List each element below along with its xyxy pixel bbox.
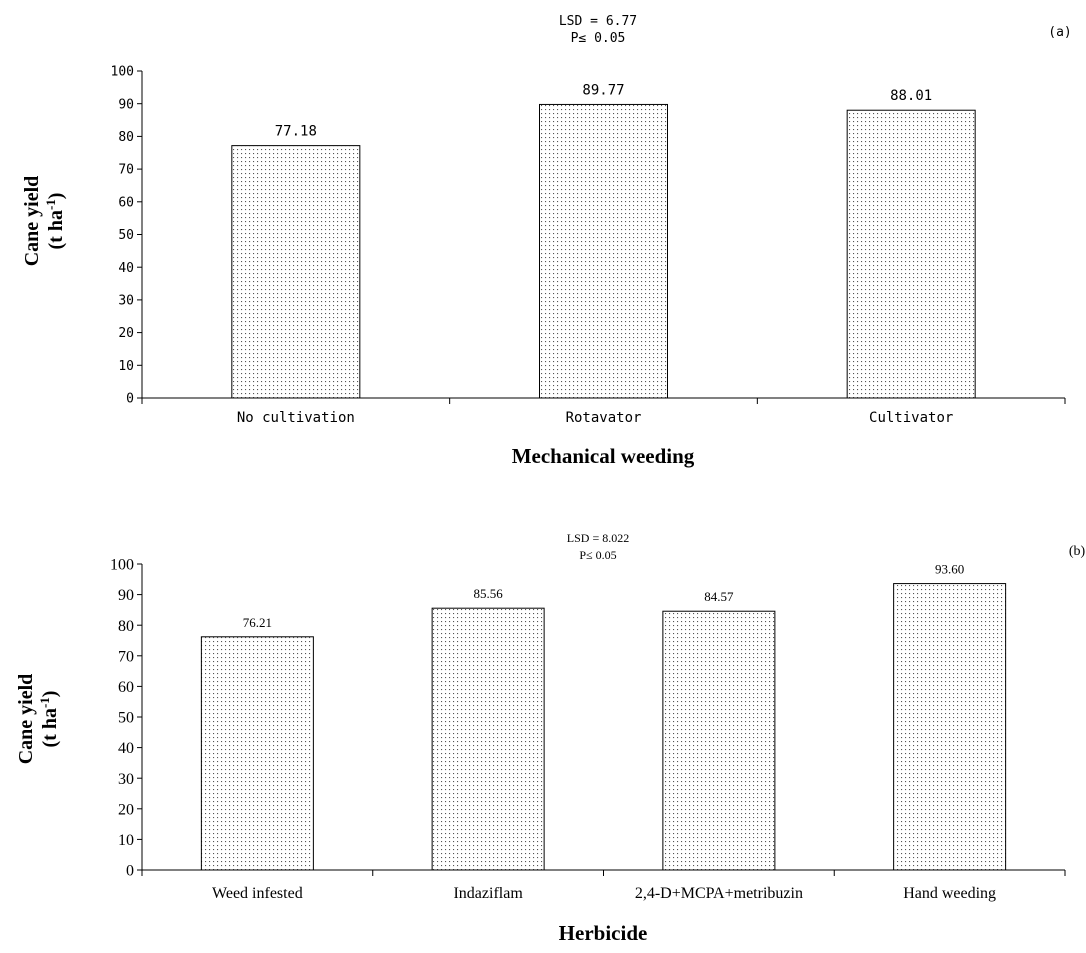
y-tick-label: 70 (118, 648, 134, 665)
x-tick-label: No cultivation (237, 410, 355, 426)
y-tick-label: 80 (118, 130, 134, 145)
bar-weed-infested (200, 636, 314, 871)
data-label: 84.57 (704, 589, 734, 604)
lsd-annotation-line2: P≤ 0.05 (579, 548, 616, 562)
y-unit-sup: -1 (37, 697, 52, 708)
y-unit-pre: (t ha (39, 708, 61, 747)
y-axis-unit: (t ha-1) (37, 691, 62, 748)
x-axis-title: Mechanical weeding (512, 444, 695, 468)
y-tick-label: 100 (111, 65, 134, 80)
y-tick-label: 20 (118, 326, 134, 341)
y-tick-label: 50 (118, 228, 134, 243)
bar-indaziflam (431, 607, 545, 871)
y-tick-label: 10 (118, 359, 134, 374)
lsd-annotation-line2: P≤ 0.05 (571, 31, 626, 46)
y-unit-pre: (t ha (45, 210, 67, 249)
y-tick-label: 80 (118, 618, 134, 635)
bar-cultivator (846, 109, 976, 399)
y-tick-label: 10 (118, 832, 134, 849)
y-tick-label: 20 (118, 801, 134, 818)
y-unit-post: ) (45, 193, 67, 200)
y-axis-title: Cane yield (15, 674, 37, 765)
data-label: 89.77 (582, 82, 624, 98)
y-tick-label: 40 (118, 740, 134, 757)
data-label: 93.60 (935, 562, 964, 577)
bar-hand-weeding (893, 583, 1007, 871)
x-tick-label: 2,4-D+MCPA+metribuzin (635, 885, 803, 902)
y-tick-label: 0 (126, 863, 134, 880)
y-axis-unit: (t ha-1) (43, 193, 68, 250)
x-tick-label: Cultivator (869, 410, 953, 426)
panel-label: (b) (1069, 544, 1086, 559)
y-unit-sup: -1 (43, 199, 58, 210)
bar-2-4-d-mcpa-metribuzin (662, 610, 776, 871)
panel-label: (a) (1048, 25, 1071, 40)
x-tick-label: Rotavator (566, 410, 642, 426)
bar-rotavator (539, 103, 668, 399)
lsd-annotation-line1: LSD = 6.77 (559, 14, 637, 29)
y-tick-label: 30 (118, 293, 134, 308)
x-tick-label: Hand weeding (903, 885, 996, 902)
y-tick-label: 60 (118, 195, 134, 210)
y-tick-label: 90 (118, 97, 134, 112)
y-tick-label: 50 (118, 710, 134, 727)
y-tick-label: 70 (118, 163, 134, 178)
data-label: 76.21 (243, 615, 272, 630)
data-label: 88.01 (890, 88, 932, 104)
x-axis-title: Herbicide (559, 921, 648, 945)
x-tick-label: Weed infested (212, 885, 303, 902)
y-tick-label: 0 (126, 392, 134, 407)
y-tick-label: 90 (118, 587, 134, 604)
y-unit-post: ) (39, 691, 61, 698)
y-tick-label: 30 (118, 771, 134, 788)
y-tick-label: 60 (118, 679, 134, 696)
chart-panel-a: LSD = 6.77 P≤ 0.05 (a) 0 10 20 30 40 50 60 70 80… (21, 14, 1072, 468)
data-label: 85.56 (474, 586, 504, 601)
x-tick-label: Indaziflam (453, 885, 523, 902)
y-axis-title: Cane yield (21, 176, 43, 267)
data-label: 77.18 (275, 124, 317, 140)
bar-no-cultivation (231, 145, 361, 399)
y-tick-label: 100 (110, 557, 134, 574)
chart-panel-b: LSD = 8.022 P≤ 0.05 (b) 0 10 20 30 40 50 60 70 8… (15, 531, 1085, 945)
lsd-annotation-line1: LSD = 8.022 (567, 531, 629, 545)
y-tick-label: 40 (118, 261, 134, 276)
